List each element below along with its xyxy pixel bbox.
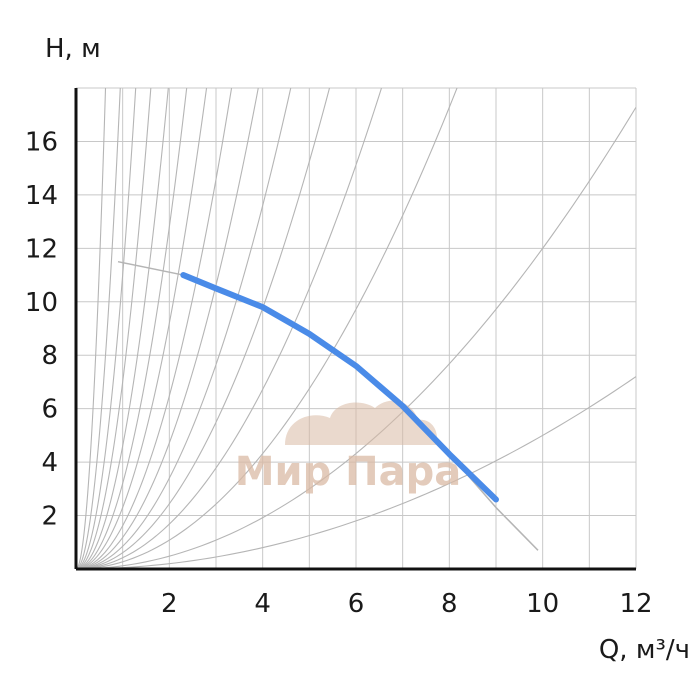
- y-tick-label: 8: [41, 341, 58, 371]
- x-tick-labels: 2 4 6 8 10 12: [161, 589, 652, 619]
- axes: [74, 88, 636, 571]
- system-curve: [76, 88, 259, 569]
- x-tick-label: 2: [161, 589, 178, 619]
- watermark-text: Мир Пара: [235, 449, 461, 495]
- working-pump-curve: [180, 272, 499, 503]
- y-tick-labels: 2 4 6 8 10 12 14 16: [25, 127, 58, 531]
- y-tick-label: 14: [25, 181, 58, 211]
- system-curve: [76, 376, 636, 569]
- y-tick-label: 6: [41, 395, 58, 425]
- system-curve: [76, 88, 137, 569]
- y-tick-label: 12: [25, 234, 58, 264]
- y-tick-label: 10: [25, 288, 58, 318]
- system-curve: [76, 88, 188, 569]
- x-tick-label: 6: [348, 589, 365, 619]
- system-curve: [76, 88, 107, 569]
- y-tick-label: 2: [41, 502, 58, 532]
- system-curve: [76, 106, 636, 569]
- x-tick-label: 12: [619, 589, 652, 619]
- system-curve: [76, 88, 208, 569]
- system-curve: [76, 88, 121, 569]
- x-axis-title: Q, м³/ч: [599, 635, 690, 665]
- x-tick-label: 8: [441, 589, 458, 619]
- y-tick-label: 4: [41, 448, 58, 478]
- system-curve: [76, 88, 169, 569]
- system-curve: [76, 88, 383, 569]
- system-curves: [76, 88, 636, 569]
- watermark-cloud-icon: [285, 400, 438, 445]
- x-tick-label: 4: [254, 589, 271, 619]
- x-tick-label: 10: [526, 589, 559, 619]
- system-curve: [76, 88, 458, 569]
- system-curve: [76, 88, 233, 569]
- system-curve: [76, 88, 331, 569]
- grid: [76, 87, 637, 569]
- y-tick-label: 16: [25, 127, 58, 157]
- system-curve: [76, 88, 152, 569]
- y-axis-title: H, м: [45, 34, 101, 64]
- watermark-logo: Мир Пара: [235, 400, 461, 495]
- pump-curves: [117, 260, 539, 551]
- system-curve: [76, 88, 292, 569]
- full-pump-curve: [117, 260, 539, 551]
